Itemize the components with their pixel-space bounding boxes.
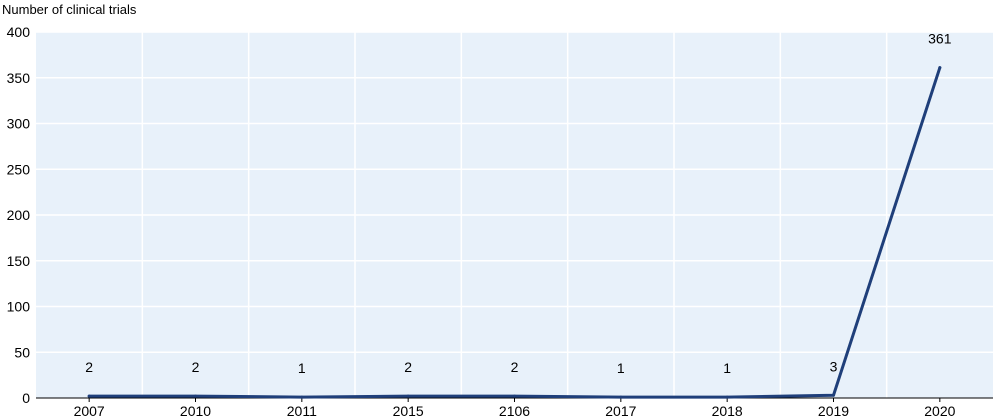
y-tick-label: 250 bbox=[7, 161, 31, 177]
y-tick-label: 200 bbox=[7, 207, 31, 223]
x-tick-label: 2015 bbox=[393, 403, 424, 418]
data-label: 2 bbox=[404, 359, 412, 375]
data-point bbox=[406, 394, 410, 398]
data-point bbox=[513, 394, 516, 398]
y-axis-title: Number of clinical trials bbox=[2, 2, 137, 17]
y-tick-label: 0 bbox=[22, 390, 30, 406]
y-tick-label: 300 bbox=[7, 116, 31, 132]
data-label: 3 bbox=[830, 358, 838, 374]
y-tick-label: 50 bbox=[14, 344, 30, 360]
data-point bbox=[619, 395, 623, 399]
data-label: 2 bbox=[85, 359, 93, 375]
x-tick-label: 2106 bbox=[499, 403, 530, 418]
y-tick-label: 350 bbox=[7, 70, 31, 86]
y-tick-label: 100 bbox=[7, 299, 31, 315]
x-tick-label: 2020 bbox=[924, 403, 955, 418]
x-tick-label: 2017 bbox=[605, 403, 636, 418]
data-label: 1 bbox=[298, 360, 306, 376]
data-point bbox=[832, 393, 835, 397]
data-point bbox=[87, 394, 91, 398]
data-label: 2 bbox=[511, 359, 519, 375]
x-tick-label: 2010 bbox=[180, 403, 211, 418]
x-tick-label: 2011 bbox=[287, 403, 317, 418]
data-label: 361 bbox=[928, 31, 952, 47]
data-point bbox=[300, 395, 304, 399]
data-point bbox=[938, 66, 942, 70]
y-tick-label: 400 bbox=[7, 24, 31, 40]
data-point bbox=[725, 395, 729, 399]
data-point bbox=[194, 394, 197, 398]
data-label: 1 bbox=[617, 360, 625, 376]
data-label: 1 bbox=[723, 360, 731, 376]
x-tick-label: 2007 bbox=[74, 403, 105, 418]
y-tick-label: 150 bbox=[7, 253, 31, 269]
data-label: 2 bbox=[192, 359, 200, 375]
x-tick-label: 2018 bbox=[712, 403, 743, 418]
x-tick-label: 2019 bbox=[818, 403, 849, 418]
